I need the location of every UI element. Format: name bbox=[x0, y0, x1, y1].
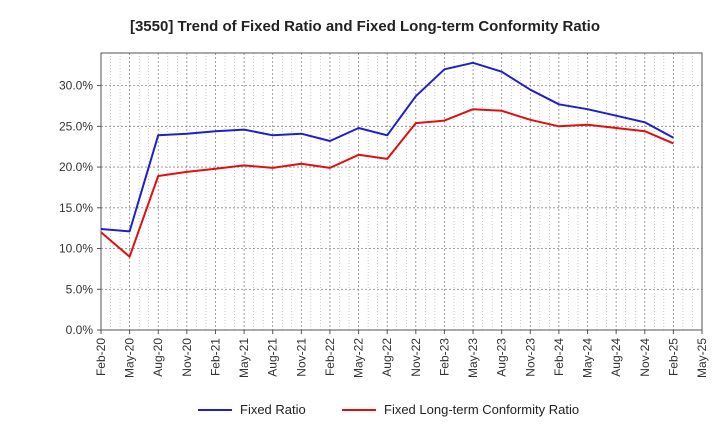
x-tick-label: May-24 bbox=[581, 338, 595, 378]
x-tick-label: Nov-24 bbox=[638, 338, 652, 377]
series-line-1 bbox=[100, 61, 674, 233]
x-tick-label: Feb-24 bbox=[552, 338, 566, 376]
legend-label: Fixed Long-term Conformity Ratio bbox=[384, 402, 579, 417]
x-tick-label: Feb-23 bbox=[437, 338, 451, 376]
grid-lines bbox=[100, 53, 703, 331]
y-tick-label: 25.0% bbox=[59, 119, 93, 133]
x-tick-label: May-21 bbox=[237, 338, 251, 378]
x-tick-label: Feb-20 bbox=[94, 338, 108, 376]
x-tick-label: Nov-20 bbox=[180, 338, 194, 377]
y-tick-label: 5.0% bbox=[66, 282, 94, 296]
x-tick-label: Feb-21 bbox=[208, 338, 222, 376]
y-tick-label: 30.0% bbox=[59, 79, 93, 93]
x-tick-label: Nov-21 bbox=[294, 338, 308, 377]
y-tick-label: 0.0% bbox=[66, 323, 94, 337]
x-tick-label: Nov-22 bbox=[409, 338, 423, 377]
legend: Fixed Ratio Fixed Long-term Conformity Ra… bbox=[198, 402, 579, 417]
x-tick-label: Aug-22 bbox=[380, 338, 394, 377]
y-tick-label: 20.0% bbox=[59, 160, 93, 174]
chart-title: [3550] Trend of Fixed Ratio and Fixed Lo… bbox=[130, 18, 600, 35]
x-tick-label: May-25 bbox=[695, 338, 709, 378]
x-axis: Feb-20 May-20 Aug-20 Nov-20 Feb-21 May-21 Aug-… bbox=[94, 330, 709, 378]
plot-area bbox=[100, 52, 703, 331]
y-tick-label: 10.0% bbox=[59, 242, 93, 256]
x-tick-label: Feb-25 bbox=[666, 338, 680, 376]
series-line-2 bbox=[100, 108, 674, 258]
y-tick-label: 15.0% bbox=[59, 201, 93, 215]
legend-label: Fixed Ratio bbox=[240, 402, 306, 417]
x-tick-label: Aug-21 bbox=[266, 338, 280, 377]
x-tick-label: May-23 bbox=[466, 338, 480, 378]
series-lines bbox=[100, 61, 674, 258]
x-tick-label: Nov-23 bbox=[523, 338, 537, 377]
x-tick-label: May-22 bbox=[352, 338, 366, 378]
x-tick-label: Aug-20 bbox=[151, 338, 165, 377]
x-tick-label: Feb-22 bbox=[323, 338, 337, 376]
x-tick-label: Aug-24 bbox=[609, 338, 623, 377]
x-tick-label: Aug-23 bbox=[495, 338, 509, 377]
x-tick-label: May-20 bbox=[123, 338, 137, 378]
y-axis: 0.0% 5.0% 10.0% 15.0% 20.0% 25.0% 30.0% bbox=[59, 79, 101, 337]
